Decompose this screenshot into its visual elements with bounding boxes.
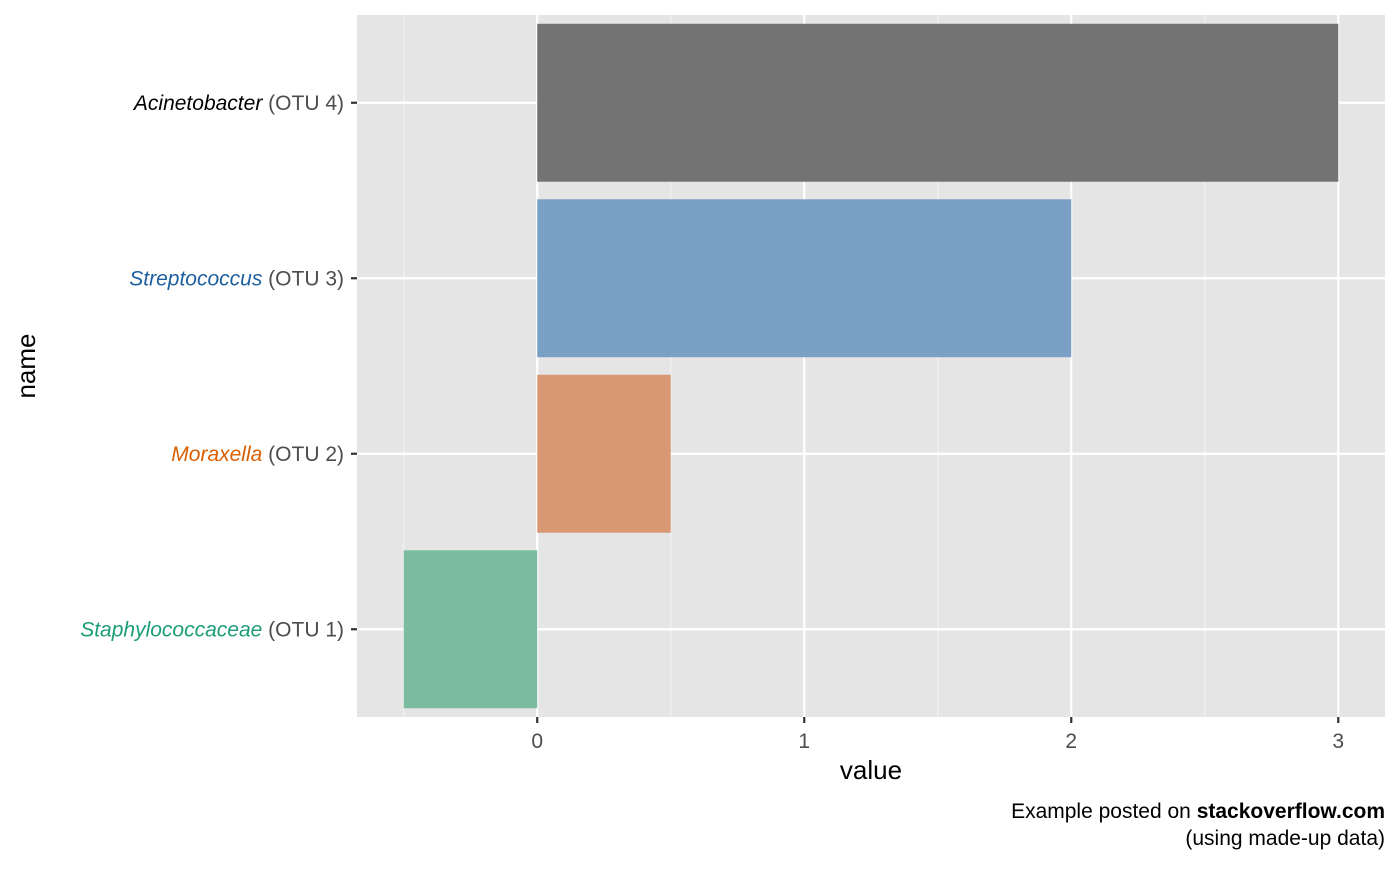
y-tick-otu: (OTU 1) (262, 618, 344, 641)
x-tick-label: 0 (531, 730, 543, 753)
y-tick-label: Streptococcus (OTU 3) (129, 267, 344, 290)
x-tick-label: 1 (798, 730, 810, 753)
bars (403, 23, 1339, 709)
y-tick-label: Staphylococcaceae (OTU 1) (80, 618, 344, 641)
y-tick-label: Moraxella (OTU 2) (171, 443, 344, 466)
y-tick-otu: (OTU 2) (262, 443, 344, 466)
x-axis: 0 1 2 3 (531, 717, 1344, 753)
y-tick-otu: (OTU 4) (262, 92, 344, 115)
caption-line-1: Example posted on stackoverflow.com (1011, 800, 1385, 823)
bar-1 (403, 550, 538, 709)
y-tick-genus: Moraxella (171, 443, 262, 466)
x-tick-label: 3 (1332, 730, 1344, 753)
y-tick-label: Acinetobacter (OTU 4) (132, 92, 344, 115)
y-axis: Staphylococcaceae (OTU 1) Moraxella (OTU … (80, 92, 357, 641)
x-axis-title: value (840, 755, 902, 785)
bar-3 (537, 199, 1072, 358)
caption-line-2: (using made-up data) (1185, 827, 1385, 850)
bar-2 (537, 374, 671, 533)
x-tick-label: 2 (1065, 730, 1077, 753)
y-axis-title: name (11, 333, 41, 398)
y-tick-genus: Acinetobacter (132, 92, 263, 115)
y-tick-genus: Staphylococcaceae (80, 618, 262, 641)
caption-prefix: Example posted on (1011, 800, 1197, 823)
bar-4 (537, 23, 1339, 182)
y-tick-genus: Streptococcus (129, 267, 263, 290)
y-tick-otu: (OTU 3) (262, 267, 344, 290)
caption-site: stackoverflow.com (1197, 800, 1385, 823)
